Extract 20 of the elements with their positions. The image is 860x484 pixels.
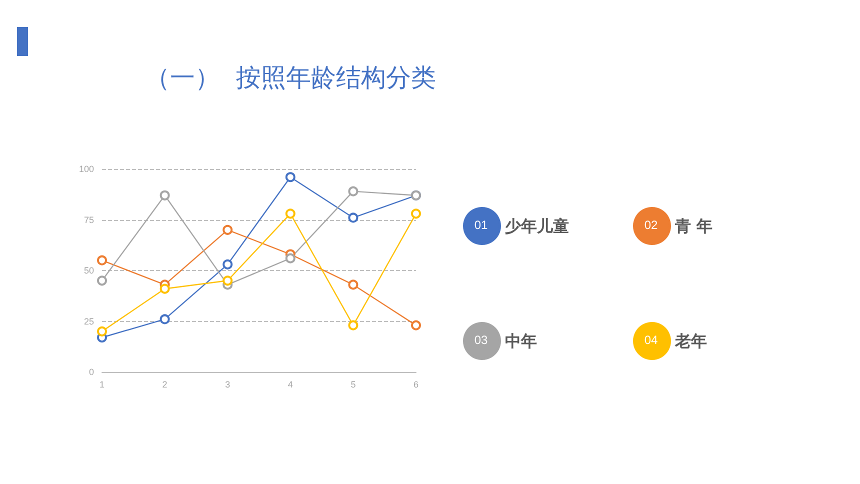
text: 03 (474, 333, 488, 347)
x-tick-label: 5 (350, 380, 356, 390)
chart-title: （一） 按照年龄结构分类 (145, 63, 436, 92)
text: 01 (474, 218, 488, 232)
y-tick-label: 25 (84, 316, 94, 326)
x-tick-label: 6 (413, 380, 419, 390)
y-tick-label: 100 (78, 164, 94, 174)
legend-label: 老年 (674, 332, 707, 350)
y-tick-label: 75 (84, 214, 94, 225)
text: 02 (644, 218, 658, 232)
y-tick-label: 50 (84, 266, 94, 276)
x-tick-label: 3 (225, 380, 230, 390)
x-tick-label: 2 (162, 380, 168, 390)
x-tick-label: 4 (288, 380, 293, 390)
y-tick-label: 0 (88, 367, 94, 377)
x-tick-label: 1 (99, 380, 105, 390)
legend-label: 青 年 (674, 216, 713, 236)
legend-label: 中年 (505, 332, 537, 350)
legend-label: 少年儿童 (505, 216, 569, 236)
text: 04 (644, 333, 658, 347)
